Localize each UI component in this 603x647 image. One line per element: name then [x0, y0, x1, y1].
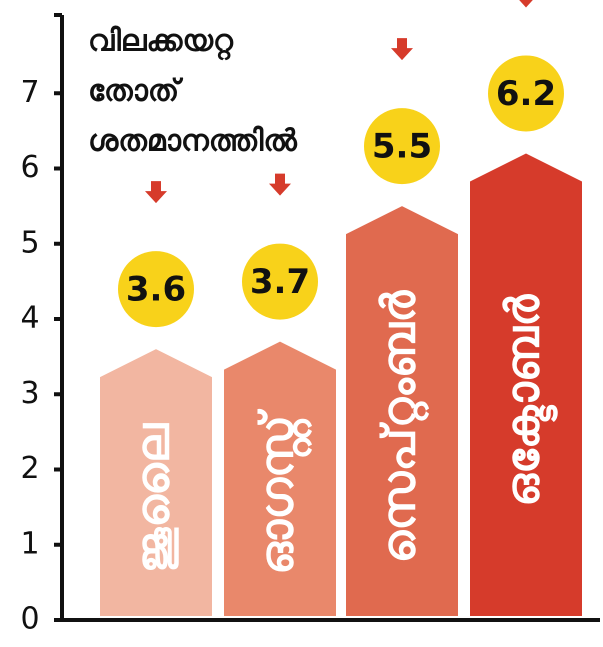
- bar: [100, 349, 212, 616]
- chart-title-line: വിലക്കയറ്റ: [88, 24, 234, 61]
- bar: [346, 206, 458, 616]
- value-label: 5.5: [372, 127, 432, 167]
- chart-title-line: തോത്: [88, 74, 183, 109]
- y-tick-label: 6: [20, 150, 39, 185]
- category-label: ഒക്ടോബർ: [496, 294, 558, 507]
- value-badge: [364, 108, 440, 185]
- value-label: 3.6: [126, 270, 186, 310]
- y-tick-label: 4: [20, 301, 39, 336]
- y-tick-label: 5: [20, 225, 39, 260]
- value-label: 6.2: [496, 74, 556, 114]
- category-label: സെപ്റ്റംബർ: [372, 290, 430, 564]
- pointer-arrow: [269, 173, 291, 196]
- pointer-arrow: [391, 38, 413, 61]
- category-label: ഓഗസ്റ്റ്: [250, 408, 312, 575]
- y-tick-label: 7: [20, 75, 39, 110]
- y-tick-label: 1: [20, 526, 39, 561]
- chart-title-line: ശതമാനത്തിൽ: [88, 124, 297, 159]
- y-tick-label: 0: [20, 602, 39, 637]
- bar: [470, 153, 582, 616]
- value-badge: [488, 55, 564, 132]
- pointer-arrow: [145, 181, 167, 204]
- y-tick-label: 3: [20, 376, 39, 411]
- y-tick-label: 2: [20, 451, 39, 486]
- value-badge: [118, 251, 194, 328]
- value-label: 3.7: [250, 262, 310, 302]
- category-label: ജൂലൈ: [126, 422, 180, 573]
- pointer-arrow: [519, 0, 533, 8]
- value-badge: [242, 243, 318, 320]
- bar: [224, 341, 336, 616]
